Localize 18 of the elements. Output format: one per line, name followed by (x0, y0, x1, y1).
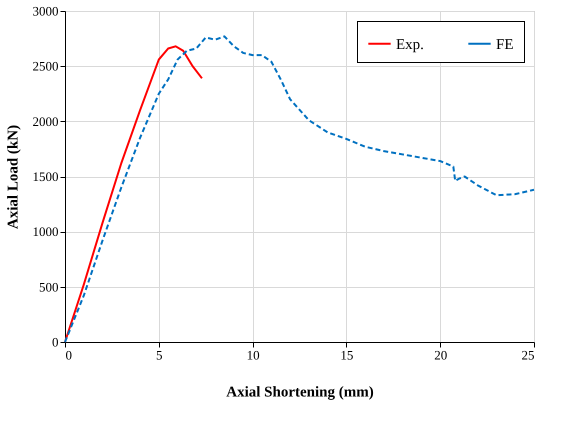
y-tick-label: 2500 (32, 58, 58, 74)
y-axis-title: Axial Load (kN) (6, 124, 22, 230)
x-tick-label: 5 (156, 348, 163, 362)
y-tick-label: 0 (52, 334, 58, 350)
x-axis-title: Axial Shortening (mm) (226, 384, 374, 400)
y-tick-label: 500 (39, 279, 58, 294)
x-tick-label: 15 (340, 348, 354, 362)
y-tick-label: 1500 (32, 169, 58, 184)
line-series (64, 45, 203, 343)
legend-label: Exp. (396, 36, 424, 53)
y-tick-label: 3000 (32, 4, 58, 18)
x-tick-label: 10 (246, 348, 260, 362)
legend-label: FE (496, 36, 514, 53)
x-tick-label: 0 (66, 348, 72, 362)
x-tick-label: 25 (522, 348, 534, 362)
y-tick-label: 2000 (32, 114, 58, 129)
y-tick-label: 1000 (32, 224, 58, 240)
x-tick-label: 20 (434, 348, 448, 362)
